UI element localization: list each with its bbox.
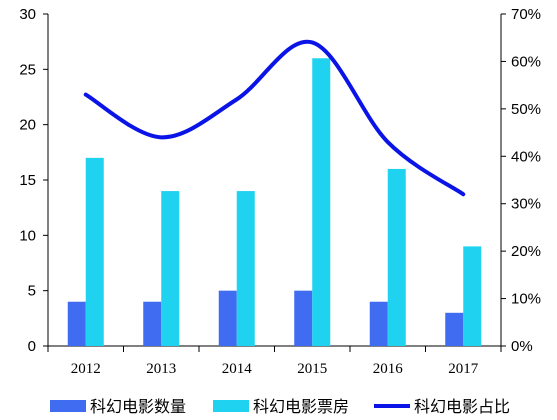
axes-group (43, 13, 506, 352)
x-tick-label: 2015 (297, 361, 327, 377)
right-tick-label: 40% (511, 148, 541, 165)
right-tick-label: 70% (511, 6, 541, 23)
bar-boxoffice (312, 58, 331, 347)
legend-swatch (50, 400, 86, 412)
left-tick-label: 0 (28, 338, 36, 355)
x-tick-label: 2017 (448, 361, 479, 377)
bar-boxoffice (161, 191, 180, 346)
legend-swatch (213, 400, 249, 412)
left-tick-label: 25 (19, 61, 36, 78)
bar-count (369, 301, 388, 346)
tick-labels-group: 0 5 10 15 20 25 30 0% 10% 20% 30% 40% 50% 60% 70% 2012 2… (19, 6, 541, 377)
bar-count (143, 301, 162, 346)
x-tick-label: 2016 (373, 361, 404, 377)
right-tick-label: 0% (511, 338, 533, 355)
right-tick-label: 30% (511, 196, 541, 213)
left-tick-label: 5 (28, 283, 36, 300)
left-tick-label: 15 (19, 172, 36, 189)
x-tick-label: 2013 (146, 361, 176, 377)
legend-label: 科幻电影票房 (253, 397, 349, 416)
x-tick-label: 2014 (222, 361, 253, 377)
right-tick-label: 10% (511, 291, 541, 308)
line-share (83, 39, 466, 197)
bar-count (218, 290, 237, 346)
left-tick-label: 10 (19, 227, 36, 244)
bar-count (67, 301, 86, 346)
bar-boxoffice (387, 168, 406, 346)
bar-boxoffice (85, 157, 104, 346)
right-tick-label: 20% (511, 243, 541, 260)
right-tick-label: 50% (511, 101, 541, 118)
legend-label: 科幻电影占比 (414, 397, 510, 416)
line-series-group (83, 39, 466, 197)
bar-boxoffice (236, 191, 255, 346)
left-tick-label: 20 (19, 117, 36, 134)
bars-group (67, 58, 482, 347)
bar-count (294, 290, 313, 346)
bar-count (445, 312, 464, 346)
bar-boxoffice (463, 246, 482, 346)
legend-label: 科幻电影数量 (90, 397, 186, 416)
left-tick-label: 30 (19, 6, 36, 23)
right-tick-label: 60% (511, 53, 541, 70)
legend: 科幻电影数量 科幻电影票房 科幻电影占比 (50, 397, 510, 416)
x-tick-label: 2012 (71, 361, 101, 377)
